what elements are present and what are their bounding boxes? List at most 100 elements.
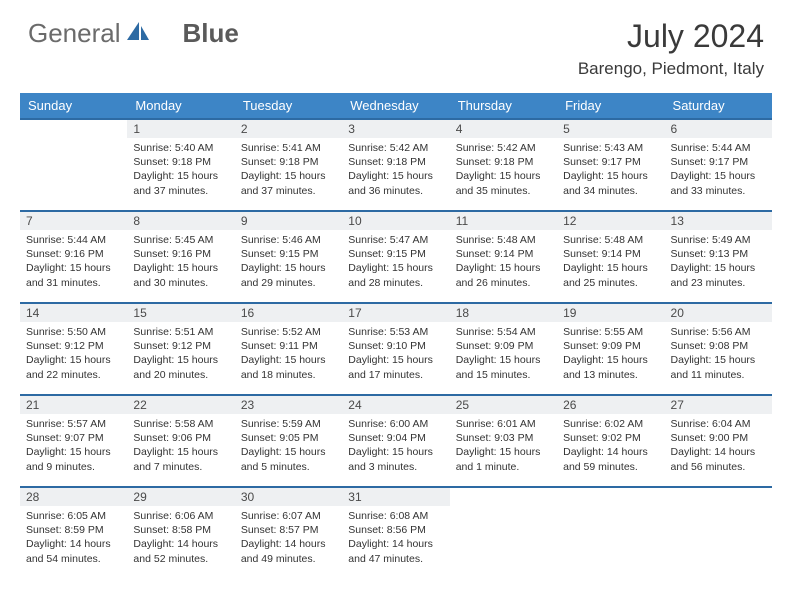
day-number: 23	[235, 396, 342, 414]
calendar-day-cell: 20Sunrise: 5:56 AMSunset: 9:08 PMDayligh…	[665, 303, 772, 395]
day-details: Sunrise: 6:01 AMSunset: 9:03 PMDaylight:…	[450, 414, 557, 478]
day-number: 17	[342, 304, 449, 322]
calendar-day-cell: 5Sunrise: 5:43 AMSunset: 9:17 PMDaylight…	[557, 119, 664, 211]
daylight-text: Daylight: 14 hours and 54 minutes.	[26, 537, 121, 565]
sunset-text: Sunset: 9:18 PM	[348, 155, 443, 169]
day-details: Sunrise: 6:08 AMSunset: 8:56 PMDaylight:…	[342, 506, 449, 570]
day-number: 20	[665, 304, 772, 322]
day-details: Sunrise: 5:52 AMSunset: 9:11 PMDaylight:…	[235, 322, 342, 386]
sunset-text: Sunset: 9:09 PM	[456, 339, 551, 353]
sail-icon	[125, 20, 151, 47]
day-details: Sunrise: 6:06 AMSunset: 8:58 PMDaylight:…	[127, 506, 234, 570]
sunrise-text: Sunrise: 5:48 AM	[563, 233, 658, 247]
calendar-day-cell: 19Sunrise: 5:55 AMSunset: 9:09 PMDayligh…	[557, 303, 664, 395]
day-details: Sunrise: 5:50 AMSunset: 9:12 PMDaylight:…	[20, 322, 127, 386]
day-details: Sunrise: 6:04 AMSunset: 9:00 PMDaylight:…	[665, 414, 772, 478]
day-details: Sunrise: 5:56 AMSunset: 9:08 PMDaylight:…	[665, 322, 772, 386]
logo-text-2: Blue	[183, 18, 239, 49]
calendar-day-cell: 4Sunrise: 5:42 AMSunset: 9:18 PMDaylight…	[450, 119, 557, 211]
calendar-week-row: 28Sunrise: 6:05 AMSunset: 8:59 PMDayligh…	[20, 487, 772, 579]
daylight-text: Daylight: 14 hours and 49 minutes.	[241, 537, 336, 565]
day-number: 16	[235, 304, 342, 322]
day-details: Sunrise: 5:53 AMSunset: 9:10 PMDaylight:…	[342, 322, 449, 386]
weekday-header: Tuesday	[235, 93, 342, 119]
daylight-text: Daylight: 15 hours and 34 minutes.	[563, 169, 658, 197]
sunrise-text: Sunrise: 5:44 AM	[26, 233, 121, 247]
day-number: 14	[20, 304, 127, 322]
sunset-text: Sunset: 9:12 PM	[133, 339, 228, 353]
sunset-text: Sunset: 8:59 PM	[26, 523, 121, 537]
daylight-text: Daylight: 14 hours and 56 minutes.	[671, 445, 766, 473]
daylight-text: Daylight: 15 hours and 29 minutes.	[241, 261, 336, 289]
day-details: Sunrise: 5:48 AMSunset: 9:14 PMDaylight:…	[557, 230, 664, 294]
daylight-text: Daylight: 15 hours and 22 minutes.	[26, 353, 121, 381]
sunset-text: Sunset: 9:04 PM	[348, 431, 443, 445]
calendar-day-cell: 1Sunrise: 5:40 AMSunset: 9:18 PMDaylight…	[127, 119, 234, 211]
sunrise-text: Sunrise: 5:44 AM	[671, 141, 766, 155]
sunrise-text: Sunrise: 6:06 AM	[133, 509, 228, 523]
sunset-text: Sunset: 9:08 PM	[671, 339, 766, 353]
day-number: 9	[235, 212, 342, 230]
day-number: 12	[557, 212, 664, 230]
day-number: 26	[557, 396, 664, 414]
logo: General Blue	[28, 18, 239, 49]
day-details: Sunrise: 5:40 AMSunset: 9:18 PMDaylight:…	[127, 138, 234, 202]
calendar-week-row: 1Sunrise: 5:40 AMSunset: 9:18 PMDaylight…	[20, 119, 772, 211]
day-details: Sunrise: 5:47 AMSunset: 9:15 PMDaylight:…	[342, 230, 449, 294]
calendar-day-cell: 23Sunrise: 5:59 AMSunset: 9:05 PMDayligh…	[235, 395, 342, 487]
daylight-text: Daylight: 14 hours and 59 minutes.	[563, 445, 658, 473]
day-number: 4	[450, 120, 557, 138]
sunset-text: Sunset: 9:18 PM	[456, 155, 551, 169]
sunset-text: Sunset: 9:06 PM	[133, 431, 228, 445]
day-details: Sunrise: 5:44 AMSunset: 9:17 PMDaylight:…	[665, 138, 772, 202]
daylight-text: Daylight: 14 hours and 52 minutes.	[133, 537, 228, 565]
month-title: July 2024	[578, 18, 764, 55]
title-block: July 2024 Barengo, Piedmont, Italy	[578, 18, 764, 79]
calendar-day-cell: 24Sunrise: 6:00 AMSunset: 9:04 PMDayligh…	[342, 395, 449, 487]
sunset-text: Sunset: 9:16 PM	[26, 247, 121, 261]
weekday-header: Wednesday	[342, 93, 449, 119]
sunset-text: Sunset: 9:16 PM	[133, 247, 228, 261]
daylight-text: Daylight: 15 hours and 36 minutes.	[348, 169, 443, 197]
sunrise-text: Sunrise: 5:50 AM	[26, 325, 121, 339]
calendar-day-cell: 16Sunrise: 5:52 AMSunset: 9:11 PMDayligh…	[235, 303, 342, 395]
calendar-week-row: 21Sunrise: 5:57 AMSunset: 9:07 PMDayligh…	[20, 395, 772, 487]
logo-text-1: General	[28, 18, 121, 49]
day-details: Sunrise: 6:07 AMSunset: 8:57 PMDaylight:…	[235, 506, 342, 570]
calendar-day-cell: 15Sunrise: 5:51 AMSunset: 9:12 PMDayligh…	[127, 303, 234, 395]
sunset-text: Sunset: 8:58 PM	[133, 523, 228, 537]
calendar-day-cell: 27Sunrise: 6:04 AMSunset: 9:00 PMDayligh…	[665, 395, 772, 487]
day-details: Sunrise: 5:57 AMSunset: 9:07 PMDaylight:…	[20, 414, 127, 478]
sunrise-text: Sunrise: 5:47 AM	[348, 233, 443, 247]
calendar-day-cell: 22Sunrise: 5:58 AMSunset: 9:06 PMDayligh…	[127, 395, 234, 487]
daylight-text: Daylight: 14 hours and 47 minutes.	[348, 537, 443, 565]
sunset-text: Sunset: 8:57 PM	[241, 523, 336, 537]
sunset-text: Sunset: 9:17 PM	[671, 155, 766, 169]
weekday-header: Monday	[127, 93, 234, 119]
daylight-text: Daylight: 15 hours and 7 minutes.	[133, 445, 228, 473]
calendar-day-cell: 12Sunrise: 5:48 AMSunset: 9:14 PMDayligh…	[557, 211, 664, 303]
day-number: 28	[20, 488, 127, 506]
calendar-day-cell: 28Sunrise: 6:05 AMSunset: 8:59 PMDayligh…	[20, 487, 127, 579]
calendar-day-cell: 14Sunrise: 5:50 AMSunset: 9:12 PMDayligh…	[20, 303, 127, 395]
sunset-text: Sunset: 9:18 PM	[133, 155, 228, 169]
day-number: 1	[127, 120, 234, 138]
sunrise-text: Sunrise: 5:43 AM	[563, 141, 658, 155]
sunset-text: Sunset: 9:00 PM	[671, 431, 766, 445]
day-details: Sunrise: 5:51 AMSunset: 9:12 PMDaylight:…	[127, 322, 234, 386]
calendar-empty-cell	[557, 487, 664, 579]
weekday-header: Thursday	[450, 93, 557, 119]
sunrise-text: Sunrise: 5:55 AM	[563, 325, 658, 339]
sunset-text: Sunset: 9:10 PM	[348, 339, 443, 353]
sunset-text: Sunset: 9:09 PM	[563, 339, 658, 353]
calendar-empty-cell	[665, 487, 772, 579]
sunrise-text: Sunrise: 5:42 AM	[348, 141, 443, 155]
daylight-text: Daylight: 15 hours and 17 minutes.	[348, 353, 443, 381]
day-details: Sunrise: 5:58 AMSunset: 9:06 PMDaylight:…	[127, 414, 234, 478]
sunrise-text: Sunrise: 6:04 AM	[671, 417, 766, 431]
calendar-empty-cell	[20, 119, 127, 211]
calendar-day-cell: 21Sunrise: 5:57 AMSunset: 9:07 PMDayligh…	[20, 395, 127, 487]
sunset-text: Sunset: 9:14 PM	[456, 247, 551, 261]
sunset-text: Sunset: 9:15 PM	[241, 247, 336, 261]
calendar-day-cell: 6Sunrise: 5:44 AMSunset: 9:17 PMDaylight…	[665, 119, 772, 211]
